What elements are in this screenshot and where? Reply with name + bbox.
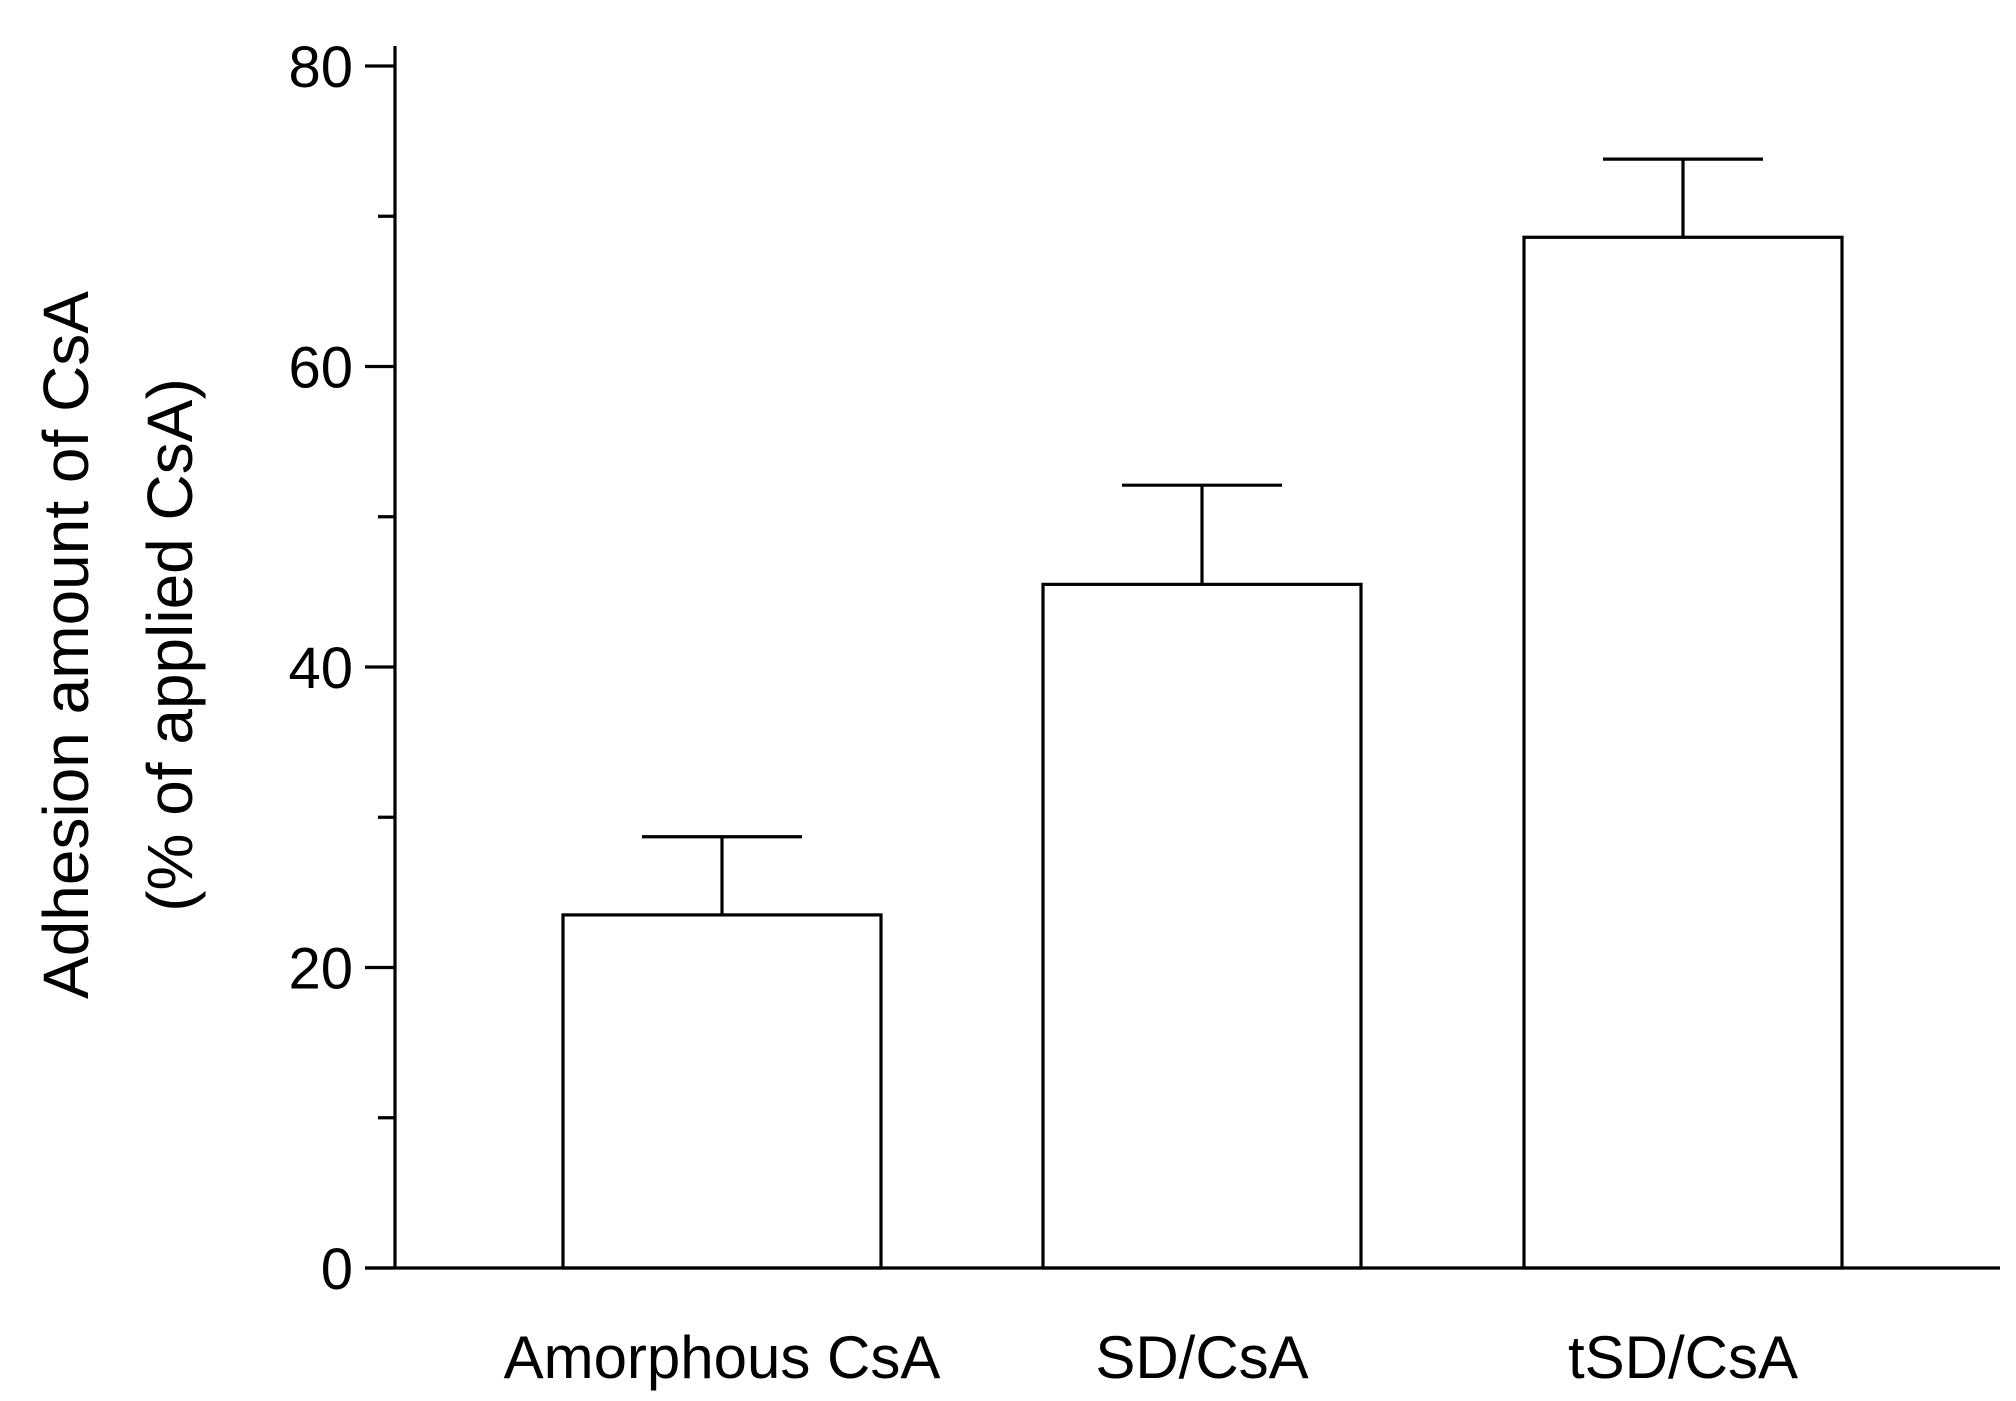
y-tick-label: 40 bbox=[288, 636, 353, 701]
x-tick-label: Amorphous CsA bbox=[504, 1324, 941, 1391]
y-axis: 0 20 40 60 80 bbox=[288, 35, 397, 1302]
x-tick-label: tSD/CsA bbox=[1568, 1324, 1798, 1391]
y-axis-title: Adhesion amount of CsA (% of applied CsA… bbox=[30, 291, 206, 999]
x-axis: Amorphous CsA SD/CsA tSD/CsA bbox=[365, 1266, 2000, 1391]
y-axis-title-line2: (% of applied CsA) bbox=[134, 378, 206, 912]
y-tick-label: 80 bbox=[288, 35, 353, 100]
y-tick-label: 0 bbox=[321, 1237, 353, 1302]
bar-tsd-csa bbox=[1522, 235, 1844, 1270]
y-tick-label: 20 bbox=[288, 937, 353, 1002]
bars-group bbox=[561, 157, 1844, 1270]
y-tick-label: 60 bbox=[288, 336, 353, 401]
bar-sd-csa bbox=[1041, 582, 1363, 1270]
x-tick-label: SD/CsA bbox=[1095, 1324, 1308, 1391]
bar-amorphous-csa bbox=[561, 913, 883, 1270]
y-axis-title-line1: Adhesion amount of CsA bbox=[30, 291, 102, 999]
